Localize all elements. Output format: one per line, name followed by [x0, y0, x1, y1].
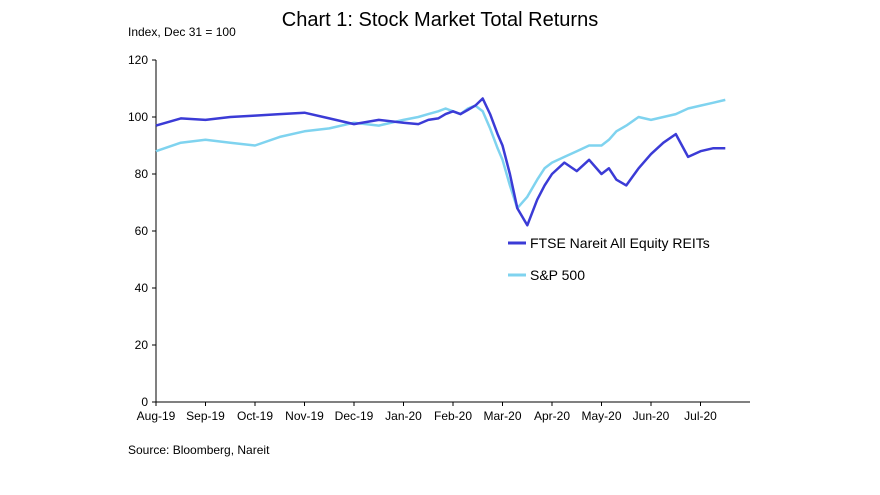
x-tick-label: Jun-20: [633, 409, 670, 423]
x-tick-label: Jul-20: [684, 409, 717, 423]
series-line-reits: [155, 97, 726, 227]
series-line-sp500: [155, 98, 726, 210]
legend-label-sp500: S&P 500: [530, 267, 585, 283]
x-tick-label: May-20: [581, 409, 621, 423]
chart-title: Chart 1: Stock Market Total Returns: [282, 9, 598, 31]
y-unit-label: Index, Dec 31 = 100: [128, 25, 236, 39]
y-tick-label: 100: [128, 110, 148, 124]
y-tick-label: 0: [141, 395, 148, 409]
y-tick-label: 80: [135, 167, 149, 181]
x-axis: Aug-19 Sep-19 Oct-19 Nov-19 Dec-19 Jan-20 Feb-…: [137, 401, 750, 423]
x-tick-label: Mar-20: [483, 409, 521, 423]
y-axis: 0 20 40 60 80 100 120: [128, 53, 157, 409]
x-tick-label: Feb-20: [434, 409, 472, 423]
y-tick-label: 40: [135, 281, 149, 295]
x-tick-label: Nov-19: [285, 409, 324, 423]
x-tick-label: Jan-20: [385, 409, 422, 423]
legend-label-reits: FTSE Nareit All Equity REITs: [530, 235, 710, 251]
x-tick-label: Aug-19: [137, 409, 176, 423]
legend: FTSE Nareit All Equity REITs S&P 500: [508, 235, 710, 283]
series-layer: [155, 97, 726, 227]
y-tick-label: 120: [128, 53, 148, 67]
source-note: Source: Bloomberg, Nareit: [128, 443, 270, 457]
x-tick-label: Sep-19: [186, 409, 225, 423]
y-tick-label: 60: [135, 224, 149, 238]
x-tick-label: Apr-20: [534, 409, 570, 423]
x-tick-label: Oct-19: [237, 409, 273, 423]
y-tick-label: 20: [135, 338, 149, 352]
x-tick-label: Dec-19: [335, 409, 374, 423]
